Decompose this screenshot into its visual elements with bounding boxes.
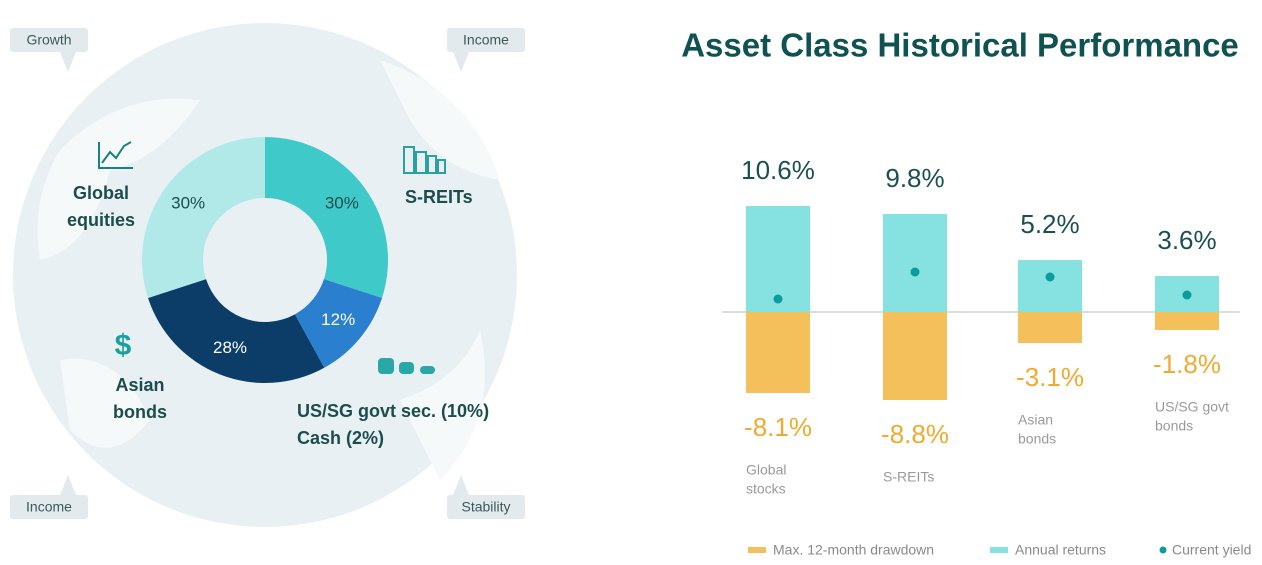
annotation: Growth: [26, 32, 71, 48]
yield-dot: [910, 267, 920, 277]
category-label: Asian: [115, 375, 164, 395]
category-label: stocks: [746, 481, 786, 497]
donut-segment: [142, 137, 265, 299]
category-label: bonds: [1018, 431, 1056, 447]
annotation: Income: [26, 499, 72, 515]
bar: [746, 312, 810, 393]
category-label: Global: [73, 183, 129, 203]
yield-dot: [773, 294, 783, 304]
annotation: Income: [463, 32, 509, 48]
bubble: [10, 28, 88, 52]
value-label: -8.8%: [881, 419, 949, 449]
category-label: US/SG govt sec. (10%): [297, 401, 489, 421]
category-label: S-REITs: [405, 187, 473, 207]
category-label: Global: [746, 462, 786, 478]
value-label: 5.2%: [1020, 209, 1079, 239]
segment-label: 30%: [171, 194, 205, 213]
legend-swatch: [1159, 546, 1167, 554]
value-label: 10.6%: [741, 155, 815, 185]
value-label: -3.1%: [1016, 362, 1084, 392]
category-label: bonds: [1155, 418, 1193, 434]
yield-dot: [1182, 290, 1192, 300]
bar: [1155, 312, 1219, 330]
bar: [746, 206, 810, 312]
category-label: S-REITs: [883, 469, 934, 485]
legend-label: Max. 12-month drawdown: [773, 542, 934, 558]
bubble: [447, 495, 525, 519]
category-label: bonds: [113, 402, 167, 422]
legend-label: Annual returns: [1015, 542, 1106, 558]
chart-title: Asset Class Historical Performance: [681, 27, 1239, 64]
segment-label: 30%: [325, 194, 359, 213]
bubble: [447, 28, 525, 52]
category-label: equities: [67, 210, 135, 230]
globe: [13, 23, 517, 527]
bar-chart: Asset Class Historical Performance -8.1%…: [681, 27, 1251, 558]
donut-chart: 30% 12% 28% 30% S-REITs US/SG govt sec. (10%)…: [10, 28, 525, 519]
segment-label: 28%: [213, 338, 247, 357]
bubble: [10, 495, 88, 519]
icon-buildings: [403, 146, 446, 174]
legend-swatch: [748, 547, 766, 553]
value-label: 9.8%: [885, 163, 944, 193]
yield-dot: [1045, 272, 1055, 282]
annotation: Stability: [461, 499, 510, 515]
legend-swatch: [990, 547, 1008, 553]
value-label: 3.6%: [1157, 225, 1216, 255]
legend-label: Current yield: [1172, 542, 1251, 558]
donut-segment: [148, 279, 325, 384]
bar: [1018, 312, 1082, 343]
bar: [883, 214, 947, 312]
bubble-tail: [453, 52, 469, 72]
category-label: US/SG govt: [1155, 399, 1229, 415]
icon-coins: [378, 358, 435, 374]
bubble-tail: [60, 475, 76, 495]
bar: [883, 312, 947, 400]
bar: [1018, 260, 1082, 312]
donut-segment: [265, 137, 388, 299]
icon-chart: [98, 141, 133, 169]
bubble-tail: [453, 475, 469, 495]
value-label: -1.8%: [1153, 349, 1221, 379]
category-label: Asian: [1018, 412, 1053, 428]
icon-dollar: $: [115, 329, 132, 362]
category-label: Cash (2%): [297, 428, 384, 448]
segment-label: 12%: [321, 310, 355, 329]
value-label: -8.1%: [744, 412, 812, 442]
donut-segment: [294, 279, 382, 368]
bubble-tail: [60, 52, 76, 72]
